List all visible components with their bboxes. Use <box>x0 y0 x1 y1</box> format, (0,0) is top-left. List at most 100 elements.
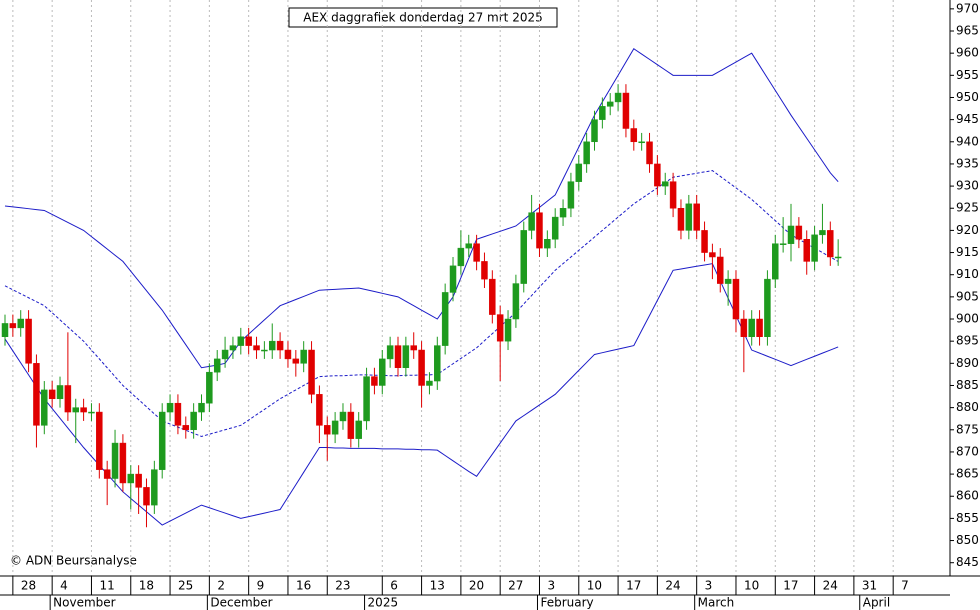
y-tick-label: 950 <box>956 90 979 104</box>
candle-body <box>174 402 182 426</box>
candle-body <box>64 385 72 413</box>
x-tick-label: 9 <box>257 579 265 593</box>
candle-body <box>638 141 645 144</box>
candle-body <box>119 442 127 484</box>
candle-body <box>355 420 362 439</box>
candle-body <box>198 402 205 413</box>
candle-body <box>504 318 512 342</box>
x-tick-label: 25 <box>178 579 193 593</box>
candle-body <box>646 141 653 165</box>
candle-body <box>308 349 315 395</box>
title-box <box>288 7 558 28</box>
x-tick-label: 7 <box>901 579 909 593</box>
x-tick-label: 4 <box>60 579 68 593</box>
x-tick-label: 16 <box>296 579 311 593</box>
candle-body <box>740 318 748 337</box>
candle-body <box>331 420 339 435</box>
candle-body <box>701 230 708 253</box>
candle-body <box>394 345 402 369</box>
candle-body <box>748 318 755 337</box>
candle-body <box>520 230 528 284</box>
candle-body <box>834 256 842 259</box>
y-tick-label: 905 <box>956 289 979 303</box>
candle-body <box>669 181 677 209</box>
y-tick-label: 870 <box>956 444 979 458</box>
candle-body <box>591 119 598 143</box>
candle-body <box>316 394 323 426</box>
y-tick-label: 970 <box>956 1 979 15</box>
candle-body <box>426 380 433 386</box>
candle-body <box>614 92 622 103</box>
candle-body <box>221 349 229 360</box>
candle-body <box>1 323 9 337</box>
candle-body <box>575 163 583 182</box>
candle-body <box>324 425 331 435</box>
y-tick-label: 925 <box>956 201 979 215</box>
candle-body <box>489 278 496 315</box>
y-tick-label: 900 <box>956 312 979 326</box>
candle-body <box>206 371 213 404</box>
y-tick-label: 880 <box>956 400 979 414</box>
chart-title: AEX daggrafiek donderdag 27 mrt 2025 <box>303 11 542 25</box>
candle-body <box>434 345 441 382</box>
candle-body <box>276 340 284 351</box>
candle-body <box>339 411 347 422</box>
candle-body <box>56 385 64 400</box>
y-tick-label: 965 <box>956 24 979 38</box>
candle-body <box>9 323 17 329</box>
candle-body <box>300 349 307 364</box>
candle-body <box>606 101 614 107</box>
candle-body <box>465 243 472 249</box>
candle-body <box>190 411 197 431</box>
candle-body <box>756 318 763 337</box>
candle-body <box>732 278 740 320</box>
band-line <box>4 48 839 369</box>
y-tick-label: 955 <box>956 68 979 82</box>
candle-body <box>229 345 237 351</box>
candle-body <box>103 469 111 479</box>
y-tick-label: 865 <box>956 467 979 481</box>
candle-body <box>677 207 685 231</box>
month-label: March <box>698 596 735 610</box>
y-tick-label: 845 <box>956 555 979 569</box>
candle-body <box>158 411 166 470</box>
candle-body <box>268 340 276 351</box>
candle-body <box>795 225 803 240</box>
x-tick-label: 13 <box>430 579 445 593</box>
candle-body <box>80 407 87 413</box>
candle-body <box>410 345 417 351</box>
candle-body <box>17 318 24 329</box>
candle-body <box>182 425 190 431</box>
x-tick-label: 11 <box>99 579 114 593</box>
y-tick-label: 860 <box>956 489 979 503</box>
month-label: November <box>53 596 115 610</box>
x-tick-label: 10 <box>587 579 602 593</box>
candle-body <box>96 411 103 470</box>
candle-body <box>567 181 575 209</box>
candle-body <box>253 345 260 351</box>
candle-body <box>496 314 504 342</box>
candle-body <box>772 243 779 280</box>
y-tick-label: 920 <box>956 223 979 237</box>
candle-body <box>779 243 787 245</box>
y-tick-label: 850 <box>956 533 979 547</box>
x-tick-label: 18 <box>139 579 154 593</box>
candle-body <box>685 203 693 231</box>
y-tick-label: 895 <box>956 334 979 348</box>
x-tick-label: 24 <box>823 579 838 593</box>
y-tick-label: 915 <box>956 245 979 259</box>
candle-body <box>111 442 119 479</box>
candle-body <box>166 402 174 413</box>
y-tick-label: 875 <box>956 422 979 436</box>
candle-body <box>622 92 630 129</box>
candle-body <box>536 212 543 249</box>
candle-body <box>237 336 245 346</box>
candle-body <box>599 106 606 120</box>
y-tick-label: 930 <box>956 179 979 193</box>
x-tick-label: 20 <box>469 579 484 593</box>
month-label: April <box>863 596 890 610</box>
candle-body <box>292 358 300 364</box>
x-tick-label: 10 <box>744 579 759 593</box>
